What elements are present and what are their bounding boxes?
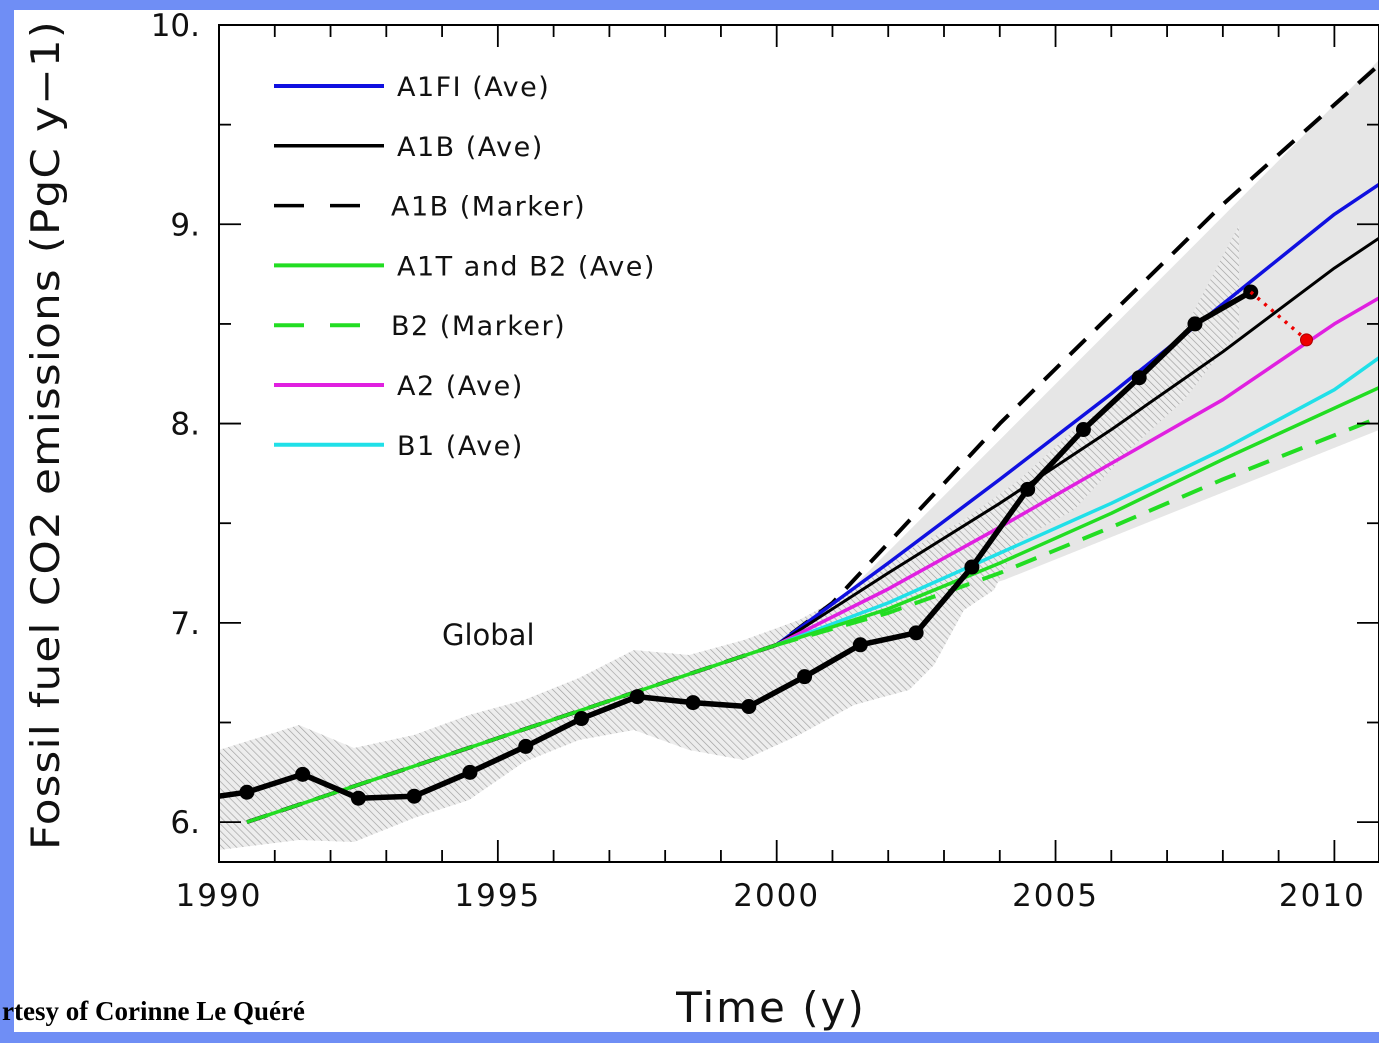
observed-point: [1187, 316, 1203, 332]
legend-label-greendash: B2 (Marker): [391, 311, 566, 342]
plot-background: [219, 60, 1379, 850]
series-line-blue: [775, 182, 1379, 647]
legend-label-cyan: B1 (Ave): [397, 431, 524, 462]
emissions-chart: 1990 1995 2000 2005 2010 6. 7. 8. 9. 10. A1FI (Av…: [24, 10, 1379, 1032]
y-axis-label: Fossil fuel CO2 emissions (PgC y−1): [24, 20, 69, 850]
plot-frame: [218, 24, 1379, 863]
series-line-greendash: [776, 415, 1379, 647]
x-tick-label: 1995: [454, 878, 541, 914]
series-line-cyan: [776, 356, 1379, 647]
series-line-red: [1249, 290, 1308, 342]
observed-point: [908, 625, 924, 641]
series-line-magenta: [775, 296, 1379, 647]
y-tick-label: 7.: [170, 606, 200, 642]
observed-point: [741, 699, 757, 715]
x-tick-label: 2000: [733, 878, 820, 914]
series-line-observed: [219, 289, 1253, 801]
axes-layer: 1990 1995 2000 2005 2010 6. 7. 8. 9. 10.: [151, 10, 1379, 914]
observed-point: [295, 766, 311, 782]
legend-label-green: A1T and B2 (Ave): [397, 251, 656, 282]
legend-label-blue: A1FI (Ave): [397, 72, 550, 103]
observed-point: [462, 764, 478, 780]
series-layer: [219, 63, 1379, 824]
y-tick-label: 8.: [170, 407, 200, 443]
observed-point: [629, 689, 645, 705]
uncertainty-band: [219, 225, 1239, 850]
projected-point: [1300, 333, 1313, 347]
observed-point: [797, 669, 813, 685]
observed-point: [518, 738, 534, 754]
legend-label-blackdash: A1B (Marker): [391, 192, 586, 223]
observed-point: [406, 788, 422, 804]
x-tick-label: 1990: [176, 878, 263, 914]
legend-label-magenta: A2 (Ave): [397, 371, 524, 402]
image-credit: rtesy of Corinne Le Quéré: [2, 996, 305, 1026]
y-tick-label: 10.: [151, 10, 200, 44]
legend-label-black: A1B (Ave): [397, 132, 544, 163]
legend: A1FI (Ave) A1B (Ave) A1B (Marker) A1T and B…: [274, 72, 656, 462]
observed-point: [1131, 370, 1147, 386]
observed-point: [350, 790, 366, 806]
observed-point: [1075, 422, 1091, 438]
observed-point: [1020, 481, 1036, 497]
observed-point: [574, 711, 589, 727]
tick-marks: [218, 24, 1379, 862]
observed-point: [239, 784, 255, 800]
series-line-black: [775, 236, 1379, 647]
y-tick-label: 6.: [170, 805, 200, 841]
global-annotation: Global: [442, 618, 535, 652]
figure-panel: 1990 1995 2000 2005 2010 6. 7. 8. 9. 10. A1FI (Av…: [2, 10, 1379, 1032]
x-tick-label: 2005: [1012, 878, 1099, 914]
scenario-envelope: [800, 60, 1379, 640]
y-tick-label: 9.: [170, 207, 200, 243]
observed-point: [852, 637, 868, 653]
observed-point: [685, 695, 701, 711]
x-axis-label: Time (y): [675, 983, 866, 1032]
observed-point: [964, 559, 980, 575]
x-tick-label: 2010: [1279, 878, 1366, 914]
